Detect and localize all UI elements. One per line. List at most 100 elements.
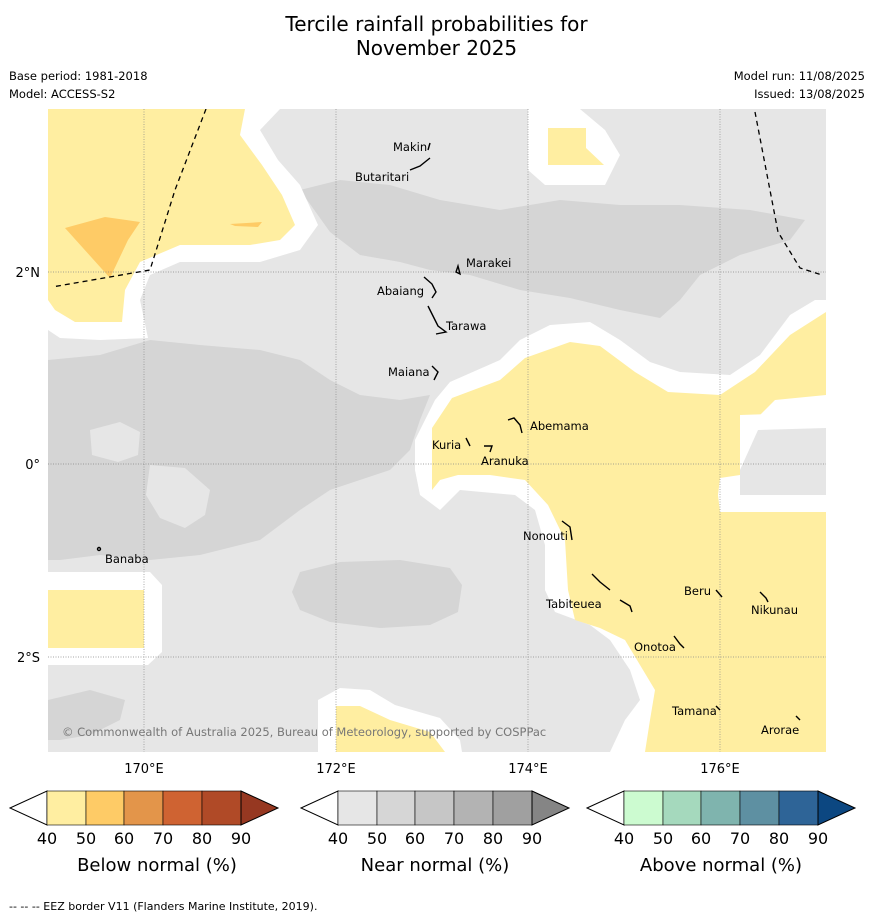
label-butaritari: Butaritari [355, 170, 409, 184]
colorbar-near-tick: 90 [522, 829, 542, 848]
lon-labels: 170°E 172°E 174°E 176°E [124, 762, 740, 777]
colorbar-near [299, 790, 571, 826]
copyright-text: © Commonwealth of Australia 2025, Bureau… [62, 725, 546, 739]
title-line-2: November 2025 [355, 36, 518, 60]
colorbar-near-ticks: 40 50 60 70 80 90 [328, 829, 542, 848]
below-normal-se [432, 312, 826, 752]
graticule [48, 109, 826, 752]
near-normal-50-band-north [300, 180, 805, 318]
lat-label-2n: 2°N [16, 266, 41, 281]
colorbar-below-tick: 60 [114, 829, 134, 848]
colorbar-above-tick: 90 [808, 829, 828, 848]
colorbar-near-tick: 80 [483, 829, 503, 848]
colorbar-above-swatch-4 [739, 790, 780, 826]
colorbar-above-ticks: 40 50 60 70 80 90 [614, 829, 828, 848]
below-normal-nw-50 [65, 217, 140, 278]
near-normal-40-hole-b [146, 465, 210, 528]
colorbar-below-max-arrow [240, 790, 280, 826]
lat-label-2s: 2°S [17, 651, 40, 666]
label-maiana: Maiana [388, 365, 430, 379]
map-area [48, 109, 826, 752]
colorbar-near-swatch-3 [414, 790, 455, 826]
near-normal-se-notch [740, 428, 826, 495]
below-normal-nw-50-sliver [230, 222, 262, 227]
colorbar-above-label: Above normal (%) [640, 855, 802, 876]
colorbar-near-tick: 40 [328, 829, 348, 848]
colorbar-below [8, 790, 280, 826]
colorbar-below-swatch-4 [162, 790, 203, 826]
colorbar-near-max-arrow [531, 790, 571, 826]
colorbar-below-tick: 70 [153, 829, 173, 848]
colorbar-near-label: Near normal (%) [361, 855, 510, 876]
label-arorae: Arorae [761, 723, 799, 737]
colorbar-near-min-arrow [299, 790, 339, 826]
colorbar-below-tick: 50 [76, 829, 96, 848]
meta-left: Base period: 1981-2018 Model: ACCESS-S2 [9, 67, 148, 103]
colorbar-below-min-arrow [8, 790, 48, 826]
islands-land [96, 142, 801, 721]
label-beru: Beru [684, 584, 711, 598]
colorbar-below-tick: 90 [231, 829, 251, 848]
label-aranuka: Aranuka [481, 454, 529, 468]
colorbar-below-ticks: 40 50 60 70 80 90 [37, 829, 251, 848]
colorbar-above-min-arrow [585, 790, 625, 826]
lon-label-176e: 176°E [700, 762, 740, 777]
colorbar-above-tick: 40 [614, 829, 634, 848]
issued-date: Issued: 13/08/2025 [754, 87, 865, 101]
title-line-1: Tercile rainfall probabilities for [285, 12, 588, 36]
colorbar-below-swatch-5 [201, 790, 242, 826]
label-nikunau: Nikunau [751, 603, 798, 617]
label-abaiang: Abaiang [377, 284, 424, 298]
lon-label-170e: 170°E [124, 762, 164, 777]
label-onotoa: Onotoa [634, 640, 676, 654]
colorbar-below-swatch-3 [123, 790, 164, 826]
colorbar-near-swatch-4 [453, 790, 494, 826]
label-banaba: Banaba [105, 552, 149, 566]
colorbar-above-max-arrow [817, 790, 857, 826]
model-run: Model run: 11/08/2025 [733, 69, 865, 83]
below-normal-bottom [336, 706, 445, 752]
label-marakei: Marakei [466, 256, 511, 270]
island-labels: Makin Butaritari Marakei Abaiang Tarawa … [105, 140, 799, 737]
eez-borders [51, 109, 823, 288]
map-title: Tercile rainfall probabilities for Novem… [0, 12, 873, 60]
colorbar-above-swatch-3 [700, 790, 741, 826]
label-abemama: Abemama [530, 419, 589, 433]
meta-right: Model run: 11/08/2025 Issued: 13/08/2025 [734, 67, 865, 103]
label-tamana: Tamana [671, 704, 717, 718]
colorbar-above-tick: 50 [653, 829, 673, 848]
label-tarawa: Tarawa [445, 319, 486, 333]
colorbar-above-tick: 70 [730, 829, 750, 848]
colorbar-above-swatch-5 [778, 790, 819, 826]
near-normal-50-band-west [48, 340, 430, 560]
near-normal-40-hole-a [90, 422, 140, 462]
lon-label-174e: 174°E [508, 762, 548, 777]
colorbar-below-swatch-2 [85, 790, 125, 826]
lon-label-172e: 172°E [316, 762, 356, 777]
colorbar-above [585, 790, 857, 826]
lat-label-0: 0° [25, 458, 40, 473]
colorbar-above-swatch-2 [662, 790, 702, 826]
label-kuria: Kuria [432, 438, 461, 452]
colorbar-below-tick: 80 [192, 829, 212, 848]
colorbar-below-tick: 40 [37, 829, 57, 848]
colorbar-near-tick: 70 [444, 829, 464, 848]
near-normal-50-blob-south [292, 560, 462, 628]
colorbar-near-swatch-2 [376, 790, 416, 826]
colorbar-above-tick: 60 [691, 829, 711, 848]
colorbar-near-swatch-1 [337, 790, 378, 826]
label-tabiteuea: Tabiteuea [545, 597, 602, 611]
colorbar-below-label: Below normal (%) [77, 855, 237, 876]
near-normal-50-sw [48, 690, 125, 740]
colorbar-near-swatch-5 [492, 790, 533, 826]
base-period: Base period: 1981-2018 [9, 69, 148, 83]
label-makin: Makin [393, 140, 427, 154]
below-normal-top [548, 128, 604, 165]
colorbar-near-tick: 60 [405, 829, 425, 848]
lat-labels: 2°N 0° 2°S [16, 266, 41, 666]
model-name: Model: ACCESS-S2 [9, 87, 116, 101]
colorbar-above-swatch-1 [623, 790, 664, 826]
colorbar-below-swatch-1 [46, 790, 87, 826]
label-nonouti: Nonouti [523, 529, 568, 543]
